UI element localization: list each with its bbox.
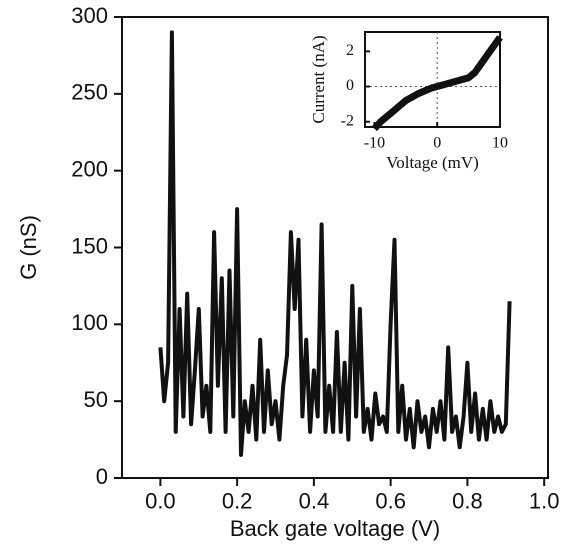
x-axis-label: Back gate voltage (V) [230,516,440,541]
y-axis-label: G (nS) [16,215,41,280]
y-tick-label: 200 [71,156,108,181]
x-tick-label: 0.2 [222,488,253,513]
y-tick-label: -2 [341,112,354,129]
data-line [158,30,512,457]
x-tick-label: 0.8 [452,488,483,513]
x-tick-label: 0 [433,135,441,152]
y-tick-label: 300 [71,3,108,28]
y-tick-label: 0 [96,464,108,489]
x-axis-label: Voltage (mV) [386,153,479,172]
x-tick-label: 0.6 [375,488,406,513]
y-tick-label: 250 [71,80,108,105]
y-tick-label: 100 [71,310,108,335]
x-tick-label: 0.4 [299,488,330,513]
y-axis-label: Current (nA) [309,35,328,123]
y-tick-label: 150 [71,233,108,258]
x-tick-label: -10 [364,135,385,152]
y-tick-label: 2 [346,42,354,59]
y-tick-label: 0 [346,77,354,94]
y-tick-label: 50 [84,387,108,412]
x-tick-label: 0.0 [145,488,176,513]
x-tick-label: 1.0 [529,488,560,513]
plot-frame [364,31,501,128]
data-line [371,35,503,132]
x-tick-label: 10 [492,135,508,152]
